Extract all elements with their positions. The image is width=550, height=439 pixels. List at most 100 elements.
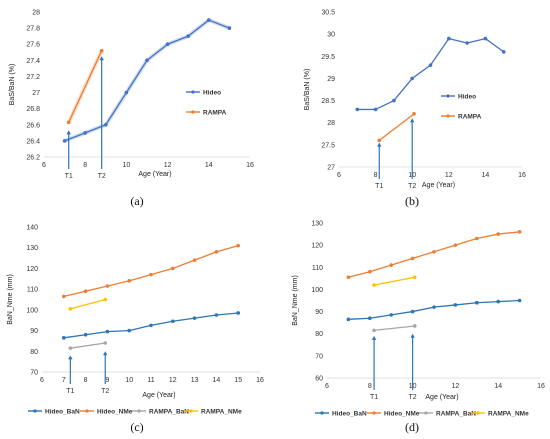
x-tick-label-b: 6 — [337, 172, 341, 179]
marker-label-d-1: T2 — [409, 394, 417, 401]
series-point-d-1 — [517, 230, 522, 234]
y-tick-label-c: 120 — [26, 266, 38, 273]
y-tick-label-b: 27.5 — [321, 142, 335, 149]
series-point-d-0 — [368, 316, 372, 321]
series-point-a-0 — [227, 26, 232, 30]
x-tick-label-c: 8 — [84, 377, 88, 384]
y-tick-label-a: 27.6 — [26, 42, 40, 49]
series-point-c-0 — [149, 323, 153, 328]
x-tick-label-d: 12 — [452, 383, 460, 390]
series-point-d-3 — [412, 275, 417, 280]
series-line-d-0 — [348, 299, 520, 320]
marker-arrowhead-c-0 — [68, 355, 73, 360]
series-point-a-0 — [207, 18, 211, 22]
series-point-a-0 — [83, 131, 87, 135]
x-tick-label-d: 14 — [494, 383, 502, 390]
series-point-d-1 — [410, 256, 415, 261]
y-tick-label-a: 26.4 — [26, 138, 40, 145]
x-axis-label-b: Age (Year) — [422, 182, 455, 189]
series-point-d-0 — [475, 300, 479, 305]
marker-arrowhead-d-0 — [371, 335, 377, 340]
y-tick-label-a: 27.4 — [26, 58, 40, 65]
y-tick-label-b: 27 — [327, 165, 335, 172]
legend-label-a-1: RAMPA — [203, 110, 227, 117]
series-point-b-0 — [428, 63, 433, 67]
x-tick-label-a: 8 — [83, 162, 87, 169]
legend-swatch-dot-b-1 — [446, 114, 450, 118]
series-point-c-0 — [105, 329, 110, 334]
x-tick-label-b: 14 — [482, 172, 490, 179]
y-axis-label-d: BaN_Nme (mm) — [292, 275, 299, 326]
y-tick-label-b: 28.5 — [321, 98, 335, 105]
panel-caption-c: (c) — [130, 420, 143, 434]
x-tick-label-d: 6 — [325, 383, 329, 390]
legend-swatch-dot-a-1 — [191, 110, 195, 114]
y-tick-label-a: 26.6 — [26, 122, 40, 129]
legend-label-c-1: Hideo_NMe — [97, 409, 133, 416]
series-point-d-1 — [496, 232, 500, 236]
series-point-d-1 — [432, 249, 436, 254]
x-tick-label-b: 16 — [518, 172, 526, 179]
y-tick-label-b: 28 — [327, 120, 335, 127]
x-tick-label-c: 13 — [191, 377, 199, 384]
marker-label-d-0: T1 — [370, 394, 378, 401]
legend-label-a-0: Hideo — [203, 90, 221, 97]
series-line-c-3 — [70, 298, 106, 310]
series-point-d-0 — [496, 299, 500, 304]
series-point-a-1 — [66, 120, 71, 125]
x-tick-label-c: 16 — [256, 377, 264, 384]
y-tick-label-c: 90 — [30, 328, 38, 335]
series-point-b-0 — [501, 50, 506, 54]
y-tick-label-c: 80 — [30, 349, 38, 356]
x-axis-label-d: Age (Year) — [425, 394, 458, 401]
series-line-b-0 — [357, 37, 505, 111]
legend-swatch-dot-d-2 — [424, 411, 428, 415]
y-axis-label-c: BaN_Nme (mm) — [7, 274, 14, 325]
y-tick-label-a: 26.8 — [26, 106, 40, 113]
legend-label-c-2: RAMPA_BaN — [149, 409, 189, 416]
y-tick-label-a: 27.8 — [26, 26, 40, 33]
series-point-a-0 — [124, 90, 129, 95]
series-point-a-0 — [62, 139, 67, 143]
series-line-c-1 — [63, 245, 239, 298]
series-point-c-1 — [236, 243, 240, 248]
x-tick-label-c: 12 — [169, 377, 177, 384]
y-axis-label-a: BaS/BaN (%) — [9, 64, 16, 106]
series-point-c-0 — [83, 332, 88, 337]
series-line-d-1 — [348, 231, 520, 278]
series-line-c-2 — [70, 342, 106, 349]
y-tick-label-d: 70 — [315, 353, 323, 360]
marker-label-b-1: T2 — [408, 183, 416, 190]
x-axis-label-c: Age (Year) — [142, 392, 175, 399]
legend-swatch-dot-d-1 — [372, 411, 376, 415]
x-tick-label-c: 11 — [147, 377, 154, 384]
x-tick-label-a: 16 — [246, 162, 254, 169]
marker-arrowhead-b-1 — [410, 118, 415, 123]
series-line-b-1 — [378, 113, 415, 141]
series-point-a-0 — [145, 58, 149, 63]
y-tick-label-d: 110 — [312, 265, 323, 272]
series-point-c-0 — [192, 316, 197, 320]
series-point-b-0 — [447, 36, 451, 41]
series-point-c-1 — [127, 279, 131, 283]
chart-panel-c: 70 80 90 100 110 120 130 140 6 7 8 9 10 11 12 13 14 15 16 A… — [0, 215, 275, 439]
legend-label-d-3: RAMPA_NMe — [488, 411, 529, 418]
series-point-a-1 — [99, 48, 104, 53]
y-tick-label-b: 30.5 — [321, 10, 335, 17]
marker-label-c-1: T2 — [101, 388, 109, 395]
legend-swatch-dot-a-0 — [191, 90, 195, 94]
series-point-c-1 — [214, 250, 219, 254]
series-point-c-0 — [171, 319, 175, 324]
series-point-b-0 — [355, 107, 360, 112]
series-point-d-0 — [389, 313, 393, 317]
legend-swatch-dot-c-0 — [33, 409, 37, 413]
legend-label-c-0: Hideo_BaN — [45, 409, 80, 416]
series-line-d-2 — [374, 325, 415, 332]
series-point-c-1 — [62, 294, 66, 299]
series-point-d-0 — [410, 309, 415, 314]
y-tick-label-a: 28 — [32, 10, 40, 17]
panel-caption-d: (d) — [405, 420, 419, 434]
marker-label-b-0: T1 — [375, 183, 383, 190]
y-tick-label-b: 29.5 — [321, 54, 335, 61]
series-point-d-0 — [432, 305, 436, 309]
